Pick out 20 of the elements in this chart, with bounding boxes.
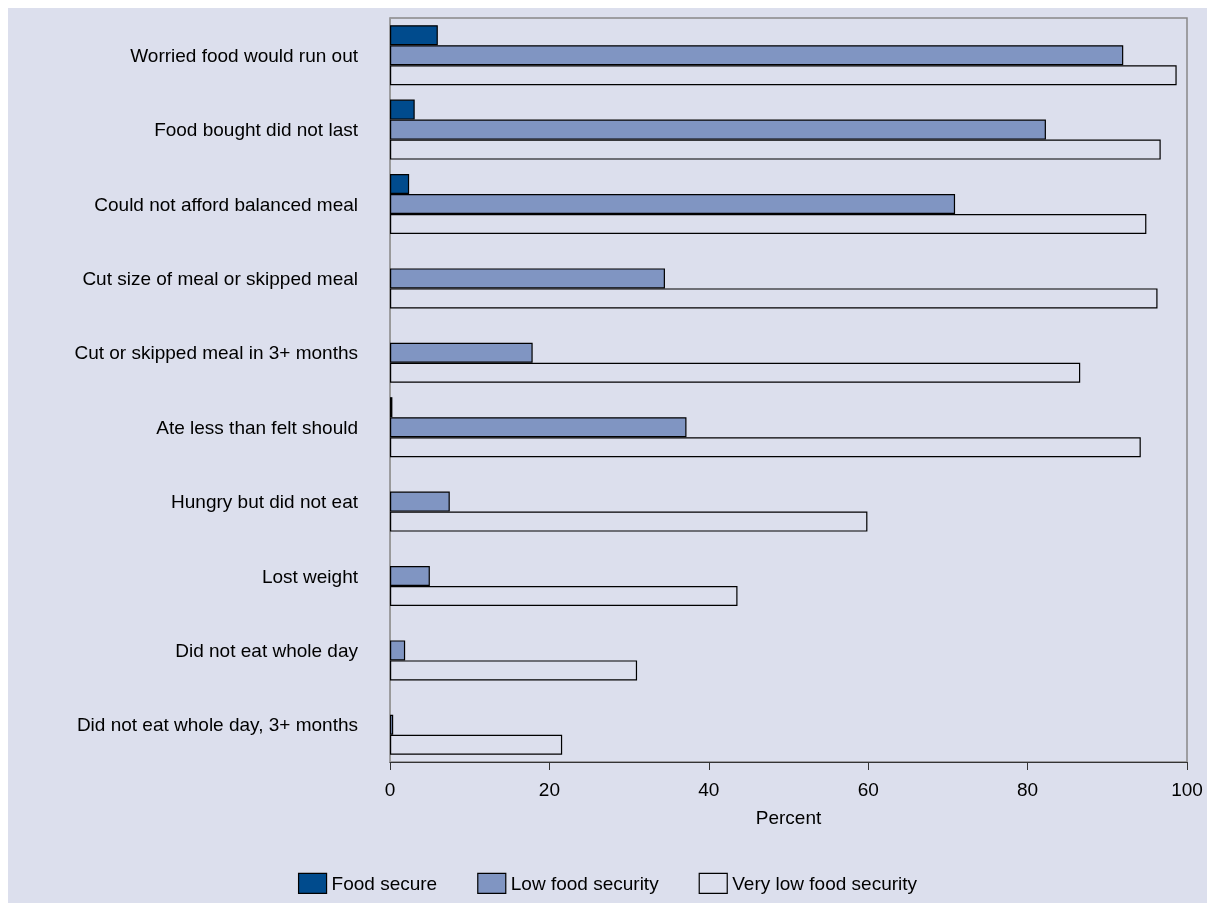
legend-label: Very low food security	[732, 872, 918, 894]
x-tick-label: 40	[698, 779, 720, 800]
y-tick-label: Hungry but did not eat	[171, 491, 359, 513]
x-tick-label: 100	[1171, 779, 1203, 800]
y-tick-label: Did not eat whole day	[175, 639, 359, 661]
legend-label: Low food security	[510, 872, 660, 894]
y-tick-label: Lost weight	[261, 565, 359, 587]
y-tick-label: Cut size of meal or skipped meal	[82, 267, 358, 289]
x-tick-label: 60	[857, 779, 879, 800]
x-tick-label: 20	[538, 779, 560, 800]
legend-label: Food secure	[331, 872, 438, 894]
y-tick-label: Did not eat whole day, 3+ months	[76, 714, 358, 736]
x-axis-title: Percent	[755, 807, 822, 828]
y-tick-label: Worried food would run out	[130, 44, 359, 66]
y-tick-label: Could not afford balanced meal	[94, 193, 358, 215]
x-tick-label: 80	[1017, 779, 1039, 800]
x-tick-label: 0	[384, 779, 396, 800]
y-tick-label: Food bought did not last	[154, 119, 359, 141]
y-tick-label: Cut or skipped meal in 3+ months	[74, 342, 358, 364]
y-tick-label: Ate less than felt should	[156, 416, 358, 438]
